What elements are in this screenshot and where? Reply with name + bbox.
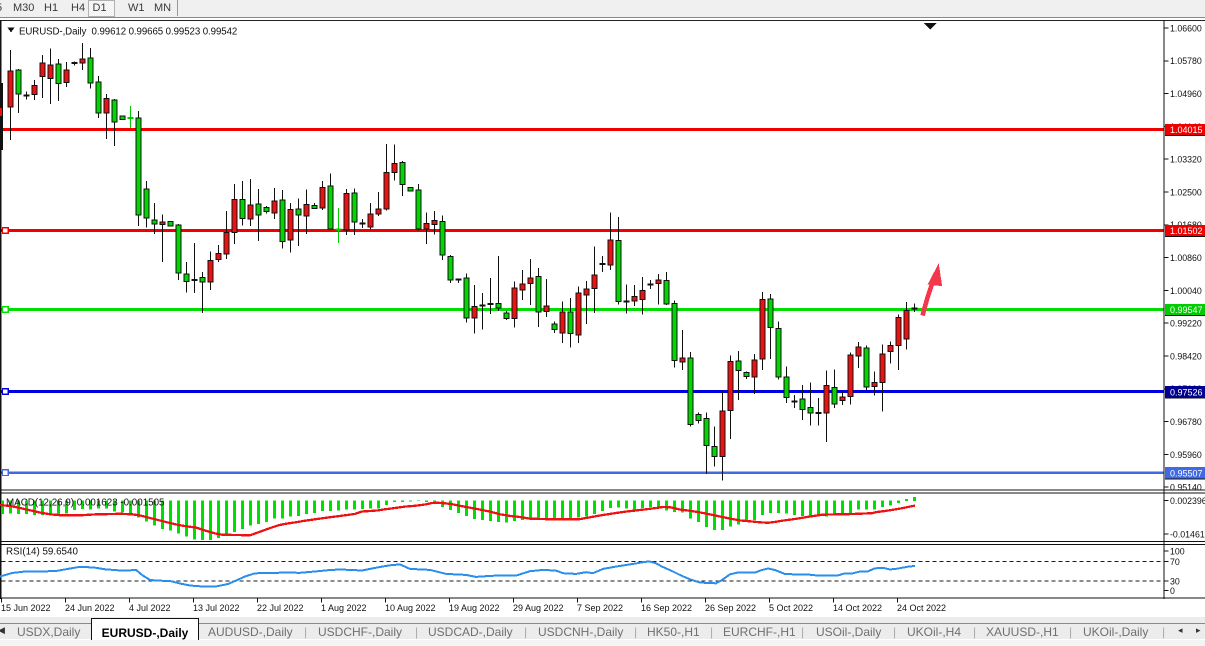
svg-text:100: 100 [1170, 547, 1185, 557]
svg-text:5 Oct 2022: 5 Oct 2022 [769, 603, 813, 613]
svg-text:1.02500: 1.02500 [1170, 187, 1202, 197]
svg-text:30: 30 [1170, 577, 1180, 587]
svg-text:1.04015: 1.04015 [1170, 125, 1203, 135]
svg-text:0.99547: 0.99547 [1170, 305, 1203, 315]
svg-text:1.01502: 1.01502 [1170, 226, 1203, 236]
svg-text:14 Oct 2022: 14 Oct 2022 [833, 603, 882, 613]
svg-text:15 Jun 2022: 15 Jun 2022 [1, 603, 51, 613]
svg-text:MACD(12,26,9) 0.001623 -0.0015: MACD(12,26,9) 0.001623 -0.001505 [6, 498, 165, 509]
svg-text:13 Jul 2022: 13 Jul 2022 [193, 603, 240, 613]
svg-text:7 Sep 2022: 7 Sep 2022 [577, 603, 623, 613]
svg-text:70: 70 [1170, 557, 1180, 567]
svg-text:16 Sep 2022: 16 Sep 2022 [641, 603, 692, 613]
svg-text:0.96780: 0.96780 [1170, 417, 1202, 427]
svg-text:19 Aug 2022: 19 Aug 2022 [449, 603, 500, 613]
svg-text:-0.0146185: -0.0146185 [1170, 529, 1205, 539]
svg-text:24 Oct 2022: 24 Oct 2022 [897, 603, 946, 613]
svg-text:EURUSD-,Daily 0.99612 0.99665: EURUSD-,Daily 0.99612 0.99665 0.99523 0.… [19, 26, 237, 37]
svg-text:0.95960: 0.95960 [1170, 450, 1202, 460]
svg-text:1.06600: 1.06600 [1170, 23, 1202, 33]
svg-text:0: 0 [1170, 586, 1175, 596]
svg-text:10 Aug 2022: 10 Aug 2022 [385, 603, 436, 613]
svg-text:29 Aug 2022: 29 Aug 2022 [513, 603, 564, 613]
svg-text:1.00040: 1.00040 [1170, 286, 1202, 296]
svg-text:1.00860: 1.00860 [1170, 253, 1202, 263]
svg-text:1.05780: 1.05780 [1170, 56, 1202, 66]
svg-text:1 Aug 2022: 1 Aug 2022 [321, 603, 367, 613]
svg-text:1.04960: 1.04960 [1170, 89, 1202, 99]
svg-text:4 Jul 2022: 4 Jul 2022 [129, 603, 171, 613]
svg-text:0.0023965: 0.0023965 [1170, 496, 1205, 506]
svg-text:0.95507: 0.95507 [1170, 468, 1203, 478]
svg-text:22 Jul 2022: 22 Jul 2022 [257, 603, 304, 613]
svg-text:1.03320: 1.03320 [1170, 155, 1202, 165]
svg-text:0.95140: 0.95140 [1170, 483, 1202, 493]
svg-text:0.99220: 0.99220 [1170, 319, 1202, 329]
svg-text:24 Jun 2022: 24 Jun 2022 [65, 603, 115, 613]
svg-text:0.98420: 0.98420 [1170, 351, 1202, 361]
svg-text:RSI(14) 59.6540: RSI(14) 59.6540 [6, 547, 78, 558]
svg-text:0.97526: 0.97526 [1170, 387, 1203, 397]
svg-text:26 Sep 2022: 26 Sep 2022 [705, 603, 756, 613]
